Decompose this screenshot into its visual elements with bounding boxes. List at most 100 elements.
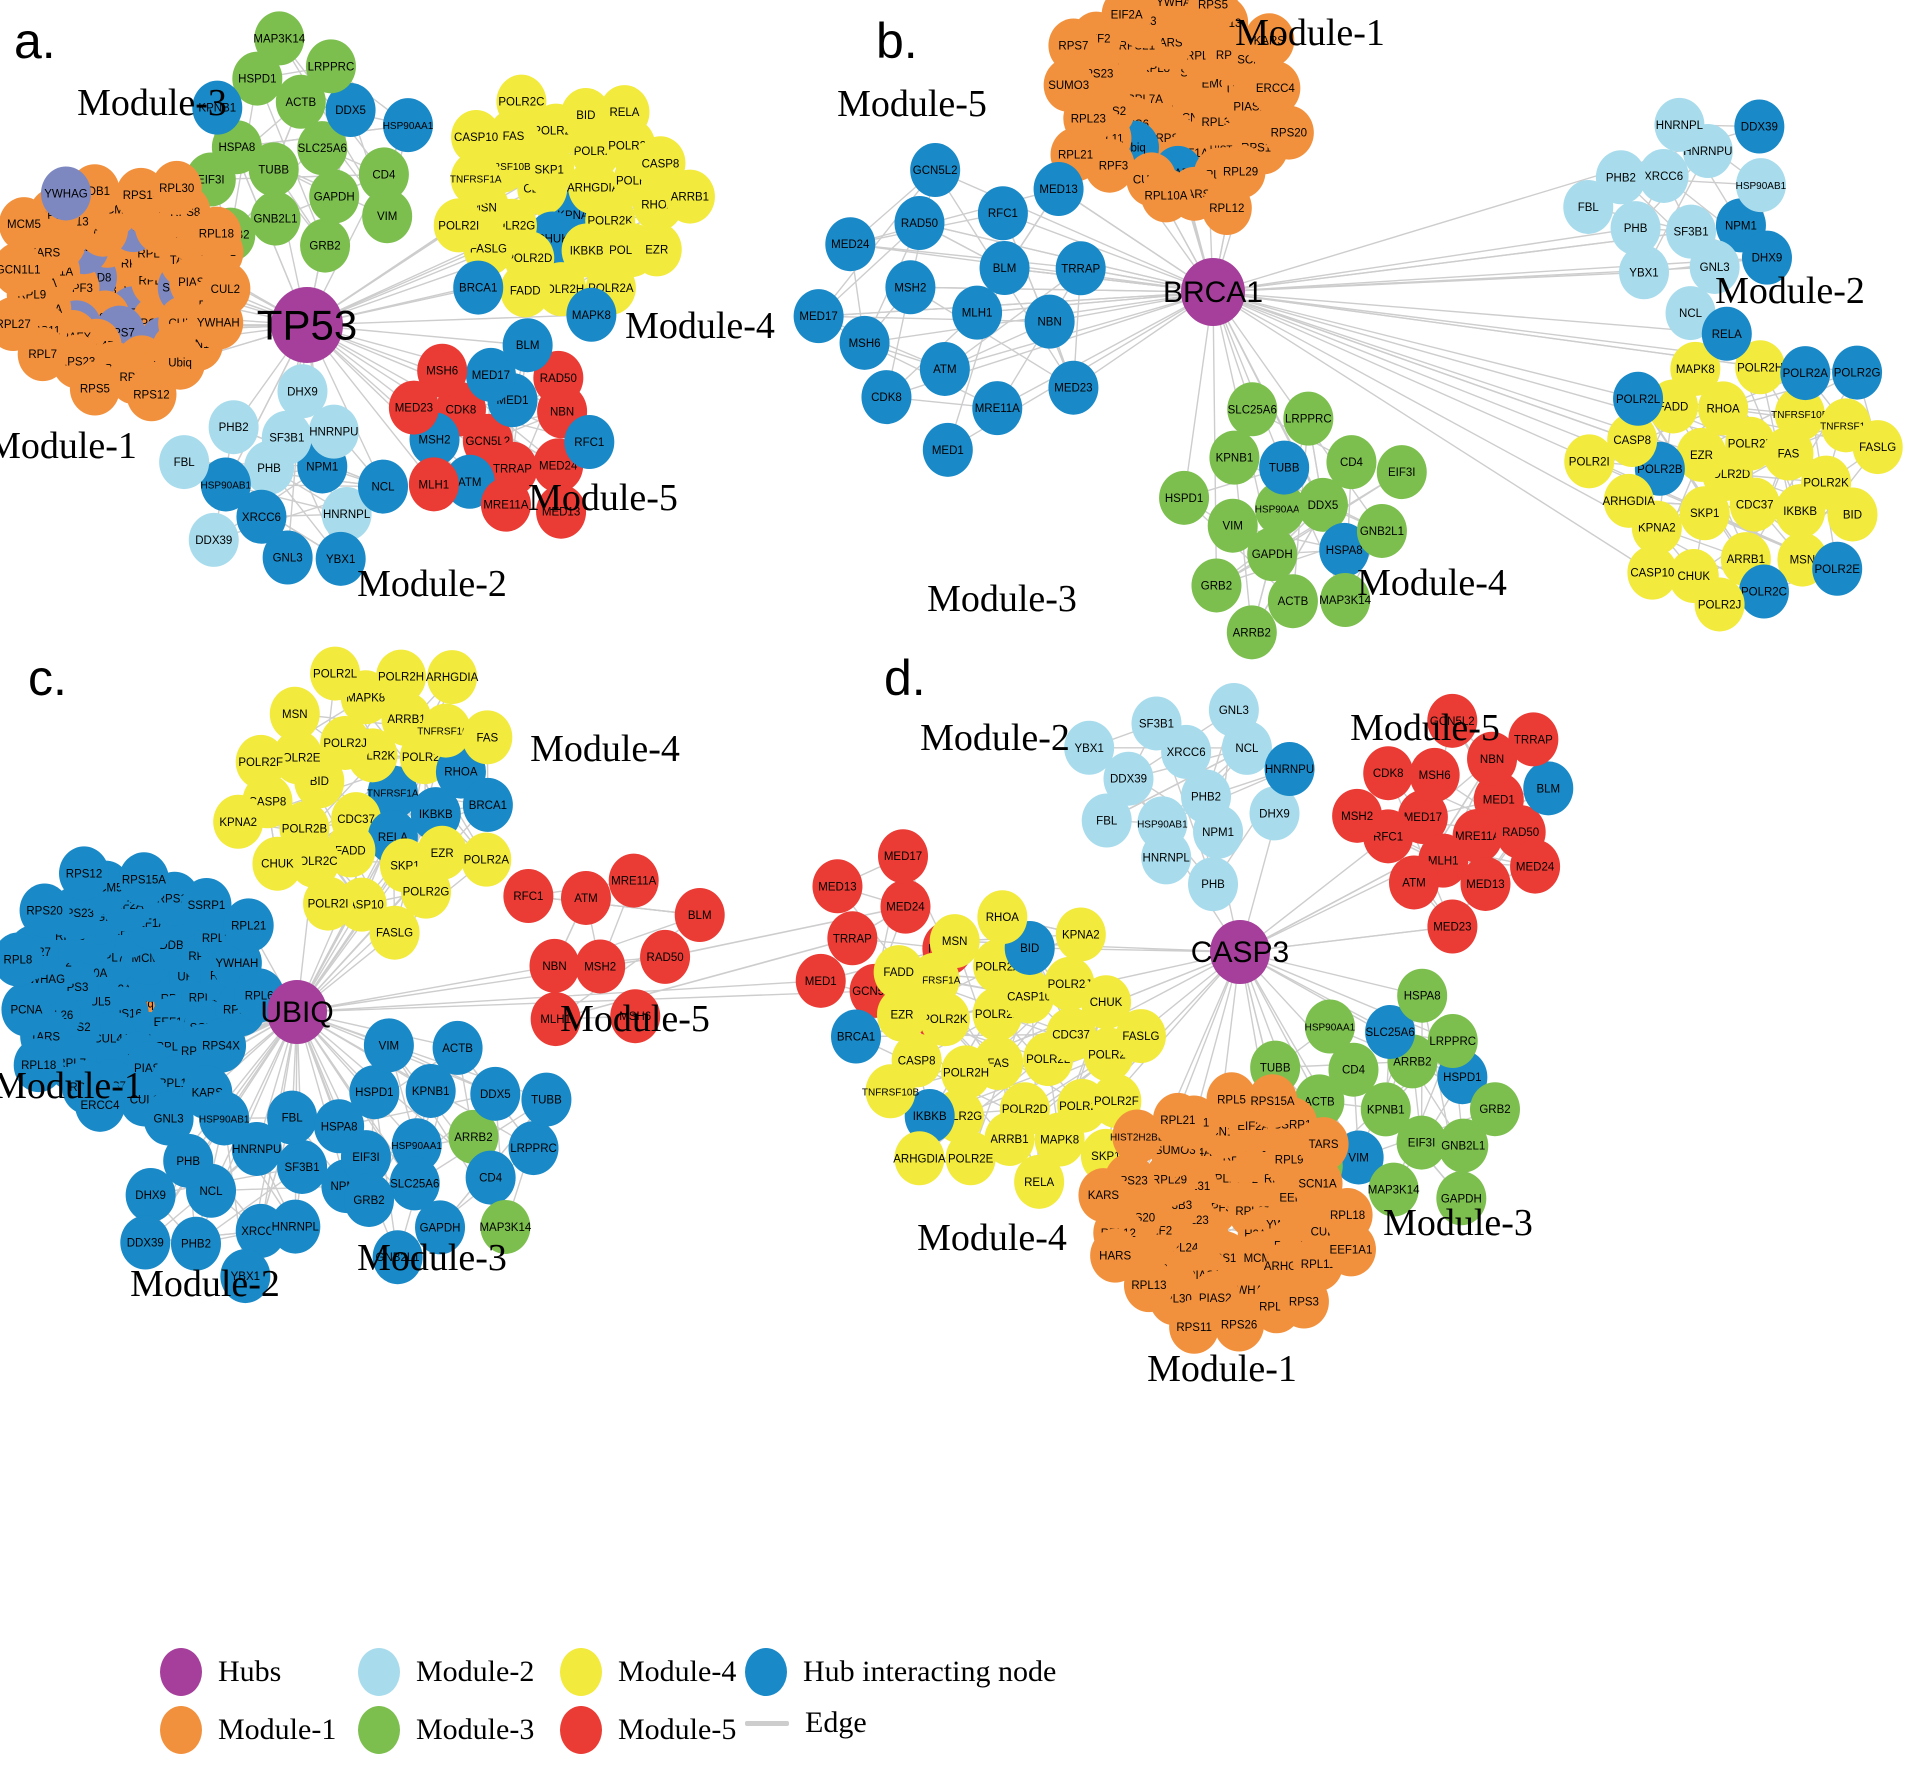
node[interactable]: DDX39	[188, 512, 239, 567]
node[interactable]: MAP3K14	[479, 1199, 532, 1254]
node[interactable]: HNRNPU	[308, 404, 359, 459]
node[interactable]: SLC25A6	[1365, 1005, 1416, 1060]
node[interactable]: DHX9	[277, 364, 328, 419]
node[interactable]: LRPPRC	[1427, 1014, 1478, 1069]
node[interactable]: TARS	[1298, 1117, 1349, 1172]
node[interactable]: RPS20	[19, 883, 70, 938]
node[interactable]: XRCC6	[1638, 148, 1689, 203]
node[interactable]: NBN	[1467, 731, 1518, 786]
node[interactable]: RPS20	[1263, 105, 1314, 160]
node[interactable]: GRB2	[1191, 558, 1242, 613]
node[interactable]: GNB2L1	[1438, 1118, 1489, 1173]
node[interactable]: POLR2L	[1613, 371, 1664, 426]
node[interactable]: NBN	[1024, 294, 1075, 349]
node[interactable]: DDX39	[120, 1215, 171, 1270]
node[interactable]: SKP1	[1679, 486, 1730, 541]
node[interactable]: GRB2	[300, 218, 351, 273]
node[interactable]: SF3B1	[277, 1139, 328, 1194]
node[interactable]: POLR2I	[433, 198, 484, 253]
node[interactable]: MED24	[1510, 839, 1561, 894]
node[interactable]: CD4	[1328, 1042, 1379, 1097]
node[interactable]: PHB	[163, 1133, 214, 1188]
node[interactable]: ACTB	[275, 74, 326, 129]
node[interactable]: GCN5L2	[1427, 693, 1478, 748]
node[interactable]: MAP3K14	[1368, 1162, 1420, 1217]
node[interactable]: DHX9	[125, 1167, 176, 1222]
node[interactable]: VIM	[362, 189, 413, 244]
node[interactable]: KPNB1	[1360, 1082, 1411, 1137]
node[interactable]: POLR2I	[1564, 434, 1615, 489]
node[interactable]: RPS15A	[1247, 1074, 1298, 1129]
node[interactable]: RFC1	[503, 869, 554, 924]
node[interactable]: RPL5	[1206, 1072, 1257, 1127]
node[interactable]: ARRB1	[984, 1111, 1035, 1166]
node[interactable]: RAD50	[640, 929, 691, 984]
node[interactable]: MSN	[929, 914, 980, 969]
node[interactable]: POLR2C	[1738, 564, 1789, 619]
node[interactable]: TUBB	[1259, 440, 1310, 495]
node[interactable]: MRE11A	[480, 477, 531, 532]
node[interactable]: POLR2H	[1735, 340, 1786, 395]
node[interactable]: BRCA1	[453, 260, 504, 315]
node[interactable]: IKBKB	[561, 223, 612, 278]
node[interactable]: EIF2A	[1101, 0, 1152, 42]
node[interactable]: RPS12	[126, 367, 177, 422]
node[interactable]: SF3B1	[261, 410, 312, 465]
node[interactable]: FBL	[159, 435, 210, 490]
node[interactable]: EIF3I	[1376, 445, 1427, 500]
node[interactable]: FADD	[500, 263, 551, 318]
node[interactable]: LRPPRC	[1283, 391, 1334, 446]
node[interactable]: MAPK8	[1670, 341, 1721, 396]
node[interactable]: KPNB1	[405, 1063, 456, 1118]
node[interactable]: POLR2E	[1812, 541, 1863, 596]
node[interactable]: HSP90AA1	[1305, 999, 1356, 1054]
node[interactable]: BID	[1827, 487, 1878, 542]
node[interactable]: NCL	[358, 459, 409, 514]
node[interactable]: ACTB	[1267, 574, 1318, 629]
node[interactable]: MSH2	[575, 939, 626, 994]
node[interactable]: IKBKB	[904, 1089, 955, 1144]
node[interactable]: FBL	[267, 1090, 318, 1145]
node[interactable]: TRRAP	[1055, 241, 1106, 296]
node[interactable]: MED13	[812, 859, 863, 914]
node[interactable]: HNRNPL	[321, 487, 372, 542]
node[interactable]: MSH2	[885, 260, 936, 315]
node[interactable]: VIM	[363, 1018, 414, 1073]
node[interactable]: KPNB1	[1209, 430, 1260, 485]
node[interactable]: PHB	[1188, 857, 1239, 912]
hub-node[interactable]: UBIQ	[260, 980, 334, 1044]
node[interactable]: RPS7	[1048, 18, 1099, 73]
node[interactable]: RPS3	[1278, 1274, 1329, 1329]
node[interactable]: LRPPRC	[508, 1121, 559, 1176]
node[interactable]: TRRAP	[827, 911, 878, 966]
node[interactable]: SUMO3	[1043, 57, 1094, 112]
node[interactable]: POLR2H	[941, 1045, 992, 1100]
node[interactable]: ARRB1	[381, 692, 432, 747]
node[interactable]: MED1	[922, 422, 973, 477]
node[interactable]: FAS	[462, 710, 513, 765]
node[interactable]: RPL21	[223, 898, 274, 953]
node[interactable]: HSP90AB1	[199, 1091, 250, 1146]
node[interactable]: FBL	[1081, 793, 1132, 848]
node[interactable]: EZR	[876, 987, 927, 1042]
node[interactable]: FBL	[1563, 179, 1614, 234]
node[interactable]: GNB2L1	[372, 1230, 423, 1285]
node[interactable]: TUBB	[248, 142, 299, 197]
node[interactable]: DDX5	[470, 1066, 521, 1121]
node[interactable]: VIM	[1207, 498, 1258, 553]
node[interactable]: POLR2G	[400, 864, 451, 919]
node[interactable]: TNFRSF10B	[1771, 386, 1829, 441]
node[interactable]: HSPD1	[1159, 470, 1210, 525]
node[interactable]: EIF3I	[1396, 1115, 1447, 1170]
node[interactable]: DHX9	[1249, 786, 1300, 841]
node[interactable]: ATM	[444, 454, 495, 509]
node[interactable]: POLR2G	[1832, 345, 1883, 400]
node[interactable]: GNL3	[1689, 239, 1740, 294]
node[interactable]: RPL8	[0, 932, 43, 987]
node[interactable]: POLR2F	[235, 734, 286, 789]
node[interactable]: NPM1	[1193, 804, 1244, 859]
node[interactable]: TNFRSF10B	[417, 703, 475, 758]
node[interactable]: XRCC6	[236, 489, 287, 544]
node[interactable]: RPL21	[1152, 1092, 1203, 1147]
node[interactable]: POLR2E	[945, 1131, 996, 1186]
